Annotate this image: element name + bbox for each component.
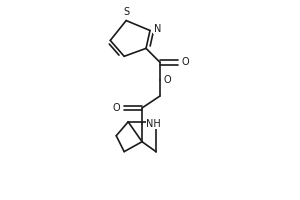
Text: NH: NH [146,119,161,129]
Text: S: S [123,7,129,17]
Text: O: O [182,57,189,67]
Text: O: O [164,75,172,85]
Text: O: O [112,103,120,113]
Text: N: N [154,23,161,33]
